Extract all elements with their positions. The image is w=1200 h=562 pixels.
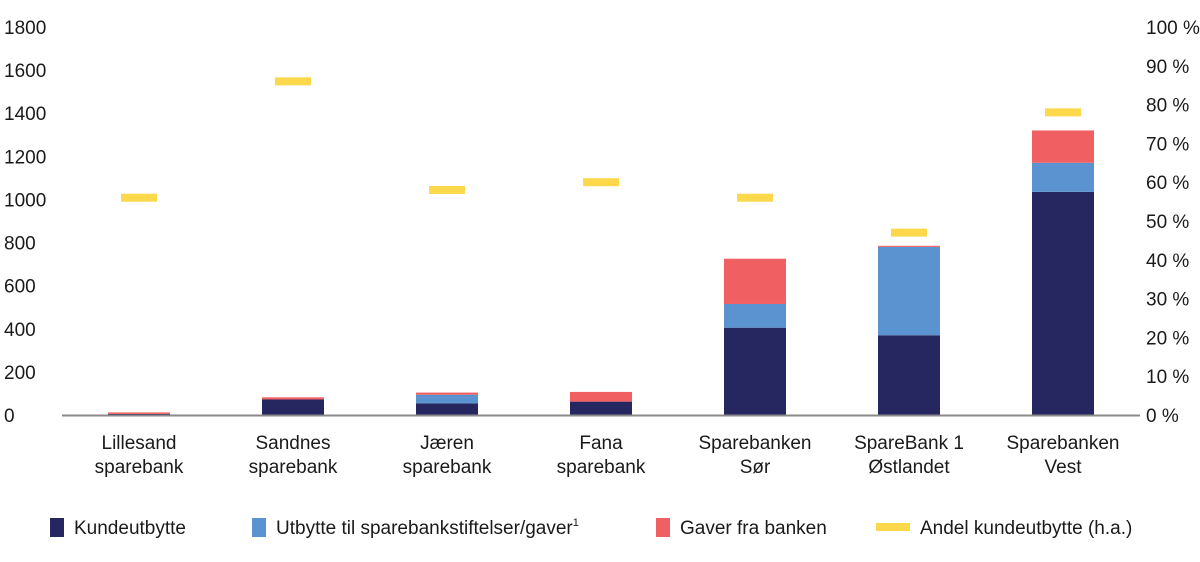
bar-segment-gaver-fra-banken — [1032, 130, 1094, 163]
category-label: Vest — [1045, 457, 1083, 478]
bar-segment-kundeutbytte — [416, 403, 478, 415]
y2-tick-label: 70 % — [1146, 134, 1189, 155]
y-tick-label: 0 — [4, 406, 15, 427]
category-label: Fana — [579, 433, 623, 454]
y-tick-label: 200 — [4, 363, 36, 384]
bar-segment-gaver-fra-banken — [262, 397, 324, 400]
y-tick-label: 1000 — [4, 190, 46, 211]
bar-segment-gaver-fra-banken — [416, 392, 478, 395]
legend-swatch — [252, 518, 266, 537]
category-label: sparebank — [557, 457, 646, 478]
legend-swatch — [656, 518, 670, 537]
bar-segment-kundeutbytte — [108, 413, 170, 415]
share-marker — [891, 228, 927, 237]
bar-segment-kundeutbytte — [1032, 191, 1094, 415]
y2-tick-label: 40 % — [1146, 251, 1189, 272]
category-label: sparebank — [249, 457, 338, 478]
legend-label: Gaver fra banken — [680, 518, 827, 539]
share-markers — [121, 77, 1081, 237]
category-label: Sparebanken — [1006, 433, 1119, 454]
right-axis: 0 % 10 % 20 % 30 % 40 % 50 % 60 % 70 % 80 % 90 % 1… — [1146, 18, 1200, 427]
category-label: Sør — [740, 457, 771, 478]
share-marker — [1045, 108, 1081, 117]
y-tick-label: 400 — [4, 320, 36, 341]
share-marker — [737, 193, 773, 202]
bar-segment-utbytte-til-sparebankstiftelser-gaver — [724, 303, 786, 328]
y-tick-label: 600 — [4, 277, 36, 298]
y2-tick-label: 90 % — [1146, 57, 1189, 78]
y2-tick-label: 20 % — [1146, 328, 1189, 349]
y2-tick-label: 60 % — [1146, 173, 1189, 194]
legend-label: Kundeutbytte — [74, 518, 186, 539]
y2-tick-label: 50 % — [1146, 212, 1189, 233]
share-marker — [429, 185, 465, 194]
y-tick-label: 1200 — [4, 147, 46, 168]
legend-label: Andel kundeutbytte (h.a.) — [920, 518, 1132, 539]
bar-segment-kundeutbytte — [570, 401, 632, 415]
legend-swatch — [50, 518, 64, 537]
category-label: sparebank — [403, 457, 492, 478]
y-tick-label: 1400 — [4, 104, 46, 125]
y2-tick-label: 30 % — [1146, 290, 1189, 311]
bars — [108, 130, 1094, 415]
y2-tick-label: 10 % — [1146, 367, 1189, 388]
y2-tick-label: 100 % — [1146, 18, 1200, 39]
category-label: SpareBank 1 — [854, 433, 964, 454]
category-label: Jæren — [420, 433, 474, 454]
legend-label: Utbytte til sparebankstiftelser/gaver1 — [276, 517, 579, 539]
y2-tick-label: 0 % — [1146, 406, 1179, 427]
bar-segment-gaver-fra-banken — [724, 258, 786, 304]
category-label: sparebank — [95, 457, 184, 478]
legend: Kundeutbytte Utbytte til sparebankstiftel… — [50, 517, 1132, 539]
bar-segment-kundeutbytte — [262, 399, 324, 415]
bar-segment-gaver-fra-banken — [570, 391, 632, 402]
y2-tick-label: 80 % — [1146, 96, 1189, 117]
bar-segment-gaver-fra-banken — [878, 245, 940, 247]
y-tick-label: 1600 — [4, 61, 46, 82]
category-label: Østlandet — [868, 457, 950, 478]
y-tick-label: 800 — [4, 234, 36, 255]
category-labels: Lillesand sparebank Sandnes sparebank Jæren s… — [95, 433, 1120, 478]
share-marker — [275, 77, 311, 86]
share-marker — [121, 193, 157, 202]
category-label: Sandnes — [255, 433, 330, 454]
legend-footnote: 1 — [573, 517, 579, 529]
left-axis: 0 200 400 600 800 1000 1200 1400 1600 1800 — [4, 18, 46, 427]
legend-swatch — [876, 523, 910, 531]
bar-segment-gaver-fra-banken — [108, 412, 170, 414]
bar-segment-utbytte-til-sparebankstiftelser-gaver — [416, 394, 478, 404]
bar-segment-kundeutbytte — [724, 327, 786, 415]
bar-segment-kundeutbytte — [878, 335, 940, 415]
y-tick-label: 1800 — [4, 18, 46, 39]
category-label: Sparebanken — [698, 433, 811, 454]
bar-segment-utbytte-til-sparebankstiftelser-gaver — [1032, 162, 1094, 192]
bar-segment-utbytte-til-sparebankstiftelser-gaver — [878, 246, 940, 336]
share-marker — [583, 178, 619, 187]
category-label: Lillesand — [102, 433, 177, 454]
